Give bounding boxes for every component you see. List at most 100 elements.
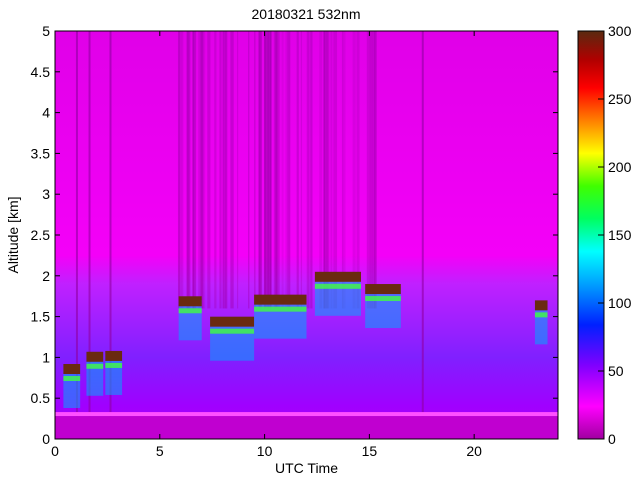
y-tick-label: 1 (42, 349, 50, 365)
attenuation-streak (373, 31, 377, 309)
attenuation-streak (248, 31, 250, 309)
chart-title: 20180321 532nm (251, 6, 361, 22)
attenuation-streak (274, 31, 277, 309)
attenuation-streak (341, 31, 346, 309)
colorbar-tick-label: 50 (608, 363, 624, 379)
y-tick-label: 0.5 (31, 390, 51, 406)
cloud-segment (210, 316, 255, 327)
colorbar-tick-label: 200 (608, 159, 632, 175)
y-tick-label: 0 (42, 431, 50, 447)
attenuation-streak (258, 31, 261, 309)
attenuation-streak (306, 31, 308, 309)
attenuation-streak (186, 31, 189, 309)
attenuation-streak (269, 31, 272, 309)
attenuation-streak (275, 31, 278, 309)
colorbar-tick-label: 250 (608, 91, 632, 107)
attenuation-streak (267, 31, 272, 309)
attenuation-streak (178, 31, 182, 309)
attenuation-streak (192, 31, 194, 309)
attenuation-streak (288, 31, 291, 309)
cloud-edge (86, 363, 104, 369)
cloud-segment (365, 284, 401, 295)
data-gap-line (421, 31, 424, 439)
attenuation-streak (181, 31, 184, 309)
cloud-shadow (210, 320, 255, 361)
attenuation-streak (285, 31, 288, 309)
attenuation-streak (225, 31, 228, 309)
attenuation-streak (310, 31, 313, 309)
attenuation-streak (223, 31, 227, 309)
attenuation-streak (264, 31, 266, 309)
cloud-segment (63, 364, 81, 375)
attenuation-streak (366, 31, 369, 309)
cloud-edge (210, 328, 255, 334)
attenuation-streak (325, 31, 329, 309)
attenuation-streak (369, 31, 374, 309)
y-tick-label: 3.5 (31, 145, 51, 161)
attenuation-streak (341, 31, 344, 309)
attenuation-streak (219, 31, 222, 309)
cloud-shadow (314, 275, 361, 316)
attenuation-streak (237, 31, 239, 309)
x-axis-label: UTC Time (275, 460, 338, 476)
attenuation-streak (275, 31, 280, 309)
x-tick-label: 20 (466, 443, 482, 459)
attenuation-streak (311, 31, 313, 309)
cloud-edge (254, 306, 307, 312)
attenuation-streak (352, 31, 356, 309)
attenuation-streak (266, 31, 268, 309)
attenuation-streak (323, 31, 326, 309)
y-tick-label: 4 (42, 105, 50, 121)
attenuation-streak (287, 31, 291, 309)
x-tick-label: 10 (257, 443, 273, 459)
attenuation-streak (266, 31, 269, 309)
data-gap-line (75, 31, 78, 439)
y-tick-label: 5 (42, 23, 50, 39)
attenuation-streak (273, 31, 275, 309)
attenuation-streak (307, 31, 309, 309)
attenuation-streak (264, 31, 266, 309)
y-tick-label: 2 (42, 268, 50, 284)
attenuation-streak (203, 31, 206, 309)
attenuation-streak (267, 31, 272, 309)
cloud-edge (105, 362, 123, 368)
attenuation-streak (192, 31, 197, 309)
attenuation-streak (186, 31, 191, 309)
cloud-segment (534, 300, 548, 311)
attenuation-streak (177, 31, 181, 309)
data-gap-line (109, 31, 112, 439)
attenuation-streak (259, 31, 262, 309)
attenuation-streak (258, 31, 262, 309)
y-tick-label: 3 (42, 186, 50, 202)
attenuation-streak (207, 31, 211, 309)
cloud-shadow (365, 288, 401, 329)
attenuation-streak (373, 31, 377, 309)
attenuation-streak (330, 31, 333, 309)
attenuation-streak (230, 31, 234, 309)
attenuation-streak (323, 31, 326, 309)
y-axis-label: Altitude [km] (5, 196, 21, 273)
attenuation-streak (372, 31, 376, 309)
attenuation-streak (367, 31, 371, 309)
attenuation-streak (200, 31, 205, 309)
cloud-edge (365, 296, 401, 302)
surface-layer-top (55, 412, 558, 417)
attenuation-streak (214, 31, 217, 309)
colorbar-tick-label: 300 (608, 23, 632, 39)
attenuation-streak (281, 31, 284, 309)
attenuation-streak (333, 31, 338, 309)
data-gap-line (88, 31, 91, 439)
y-tick-label: 2.5 (31, 227, 51, 243)
colorbar-tick-label: 0 (608, 431, 616, 447)
cloud-segment (86, 351, 104, 362)
attenuation-streak (326, 31, 330, 309)
attenuation-streak (254, 31, 256, 309)
attenuation-streak (193, 31, 195, 309)
cloud-segment (314, 271, 361, 282)
attenuation-streak (319, 31, 323, 309)
attenuation-streak (198, 31, 201, 309)
colorbar-tick-label: 150 (608, 227, 632, 243)
y-tick-label: 1.5 (31, 309, 51, 325)
cloud-edge (314, 283, 361, 289)
